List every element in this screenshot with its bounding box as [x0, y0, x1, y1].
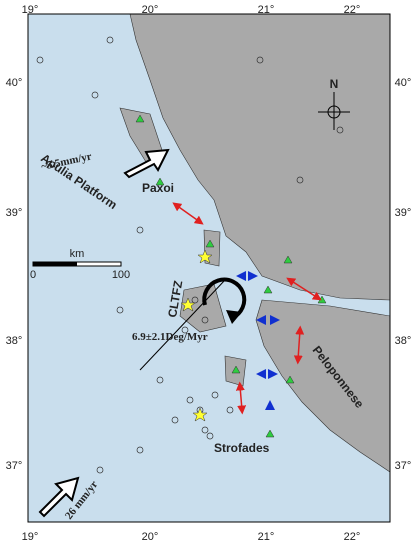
scale-start: 0	[30, 269, 36, 281]
place-label: Strofades	[214, 441, 270, 455]
land	[119, 14, 390, 473]
north-arrow	[318, 92, 350, 130]
graticule-labels: 19° 19° 20° 20° 21° 21° 22° 22° 40° 40° 39° 39° 38° 3…	[6, 4, 412, 543]
epicenters	[180, 249, 213, 422]
lon-label: 22°	[344, 4, 361, 16]
lat-label: 39°	[6, 207, 23, 219]
lat-label: 38°	[395, 335, 412, 347]
scale-unit: km	[70, 248, 85, 260]
lon-label: 19°	[22, 531, 39, 543]
lat-label: 37°	[6, 460, 23, 472]
scale-bar	[32, 261, 122, 267]
place-label: Paxoi	[142, 181, 174, 195]
fault-line	[139, 279, 226, 371]
frame	[27, 13, 391, 523]
lat-label: 40°	[6, 77, 23, 89]
compression-arrows	[236, 271, 280, 410]
rotation-arrow	[202, 277, 247, 320]
lat-label: 38°	[6, 335, 23, 347]
velocity-arrow-top	[123, 148, 170, 179]
lon-label: 20°	[142, 531, 159, 543]
lon-label: 21°	[258, 531, 275, 543]
extension-arrows	[172, 202, 322, 415]
north-label: N	[330, 77, 339, 91]
lat-label: 37°	[395, 460, 412, 472]
lon-label: 20°	[142, 4, 159, 16]
rotation-label: 6.9±2.1Deg/Myr	[132, 331, 208, 343]
lon-label: 21°	[258, 4, 275, 16]
seismicity	[36, 36, 344, 474]
scale-end: 100	[112, 269, 130, 281]
fault-label: CLTFZ	[165, 280, 185, 319]
lat-label: 40°	[395, 77, 412, 89]
lon-label: 19°	[22, 4, 39, 16]
velocity-arrow-bottom	[38, 476, 80, 518]
lat-label: 39°	[395, 207, 412, 219]
rotation-head	[226, 310, 242, 324]
lon-label: 22°	[344, 531, 361, 543]
gps-stations	[135, 114, 327, 438]
